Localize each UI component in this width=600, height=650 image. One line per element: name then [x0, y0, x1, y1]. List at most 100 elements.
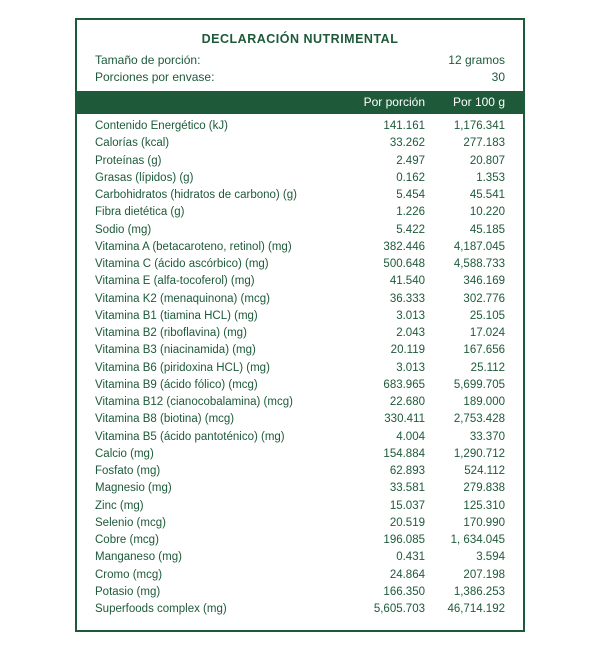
- table-row: Potasio (mg)166.3501,386.253: [95, 584, 505, 601]
- nutrient-label: Contenido Energético (kJ): [95, 118, 345, 135]
- table-row: Proteínas (g)2.49720.807: [95, 153, 505, 170]
- table-row: Vitamina B3 (niacinamida) (mg)20.119167.…: [95, 342, 505, 359]
- per-100g-value: 46,714.192: [425, 601, 505, 618]
- table-row: Contenido Energético (kJ)141.1611,176.34…: [95, 118, 505, 135]
- per-serving-value: 5.422: [345, 222, 425, 239]
- table-row: Selenio (mcg)20.519170.990: [95, 515, 505, 532]
- per-serving-value: 5,605.703: [345, 601, 425, 618]
- per-100g-value: 20.807: [425, 153, 505, 170]
- per-100g-value: 45.541: [425, 187, 505, 204]
- table-row: Calorías (kcal)33.262277.183: [95, 135, 505, 152]
- per-serving-value: 683.965: [345, 377, 425, 394]
- nutrient-label: Carbohidratos (hidratos de carbono) (g): [95, 187, 345, 204]
- nutrition-panel: DECLARACIÓN NUTRIMENTAL Tamaño de porció…: [75, 18, 525, 633]
- per-serving-value: 22.680: [345, 394, 425, 411]
- per-serving-value: 33.262: [345, 135, 425, 152]
- table-row: Cobre (mcg)196.0851, 634.045: [95, 532, 505, 549]
- per-serving-value: 141.161: [345, 118, 425, 135]
- table-row: Vitamina C (ácido ascórbico) (mg)500.648…: [95, 256, 505, 273]
- nutrient-label: Vitamina B9 (ácido fólico) (mcg): [95, 377, 345, 394]
- per-serving-value: 36.333: [345, 291, 425, 308]
- per-100g-value: 1, 634.045: [425, 532, 505, 549]
- per-serving-value: 330.411: [345, 411, 425, 428]
- nutrient-label: Selenio (mcg): [95, 515, 345, 532]
- per-100g-value: 25.105: [425, 308, 505, 325]
- per-100g-value: 207.198: [425, 567, 505, 584]
- nutrient-label: Sodio (mg): [95, 222, 345, 239]
- table-row: Vitamina B1 (tiamina HCL) (mg)3.01325.10…: [95, 308, 505, 325]
- nutrient-label: Vitamina E (alfa-tocoferol) (mg): [95, 273, 345, 290]
- table-row: Superfoods complex (mg)5,605.70346,714.1…: [95, 601, 505, 618]
- nutrient-label: Zinc (mg): [95, 498, 345, 515]
- per-serving-value: 24.864: [345, 567, 425, 584]
- per-serving-value: 20.519: [345, 515, 425, 532]
- per-serving-value: 0.162: [345, 170, 425, 187]
- table-row: Sodio (mg)5.42245.185: [95, 222, 505, 239]
- per-100g-value: 125.310: [425, 498, 505, 515]
- table-row: Vitamina B8 (biotina) (mcg)330.4112,753.…: [95, 411, 505, 428]
- per-100g-value: 1,386.253: [425, 584, 505, 601]
- nutrition-table: Contenido Energético (kJ)141.1611,176.34…: [95, 118, 505, 618]
- nutrient-label: Vitamina B5 (ácido pantoténico) (mg): [95, 429, 345, 446]
- serving-size-value: 12 gramos: [448, 52, 505, 69]
- nutrient-label: Manganeso (mg): [95, 549, 345, 566]
- column-header-bar: Por porción Por 100 g: [77, 91, 523, 114]
- table-row: Vitamina B6 (piridoxina HCL) (mg)3.01325…: [95, 360, 505, 377]
- per-100g-value: 277.183: [425, 135, 505, 152]
- table-row: Zinc (mg)15.037125.310: [95, 498, 505, 515]
- per-100g-value: 1,176.341: [425, 118, 505, 135]
- nutrient-label: Grasas (lípidos) (g): [95, 170, 345, 187]
- table-row: Vitamina B5 (ácido pantoténico) (mg)4.00…: [95, 429, 505, 446]
- table-row: Carbohidratos (hidratos de carbono) (g)5…: [95, 187, 505, 204]
- nutrient-label: Calorías (kcal): [95, 135, 345, 152]
- per-serving-value: 2.497: [345, 153, 425, 170]
- table-row: Vitamina A (betacaroteno, retinol) (mg)3…: [95, 239, 505, 256]
- per-100g-value: 4,187.045: [425, 239, 505, 256]
- header-spacer: [95, 94, 345, 111]
- per-serving-value: 5.454: [345, 187, 425, 204]
- table-row: Calcio (mg)154.8841,290.712: [95, 446, 505, 463]
- table-row: Vitamina E (alfa-tocoferol) (mg)41.54034…: [95, 273, 505, 290]
- per-serving-value: 62.893: [345, 463, 425, 480]
- panel-title: DECLARACIÓN NUTRIMENTAL: [95, 30, 505, 48]
- per-serving-value: 500.648: [345, 256, 425, 273]
- nutrient-label: Fosfato (mg): [95, 463, 345, 480]
- per-100g-value: 1.353: [425, 170, 505, 187]
- per-serving-value: 196.085: [345, 532, 425, 549]
- serving-size-label: Tamaño de porción:: [95, 52, 200, 69]
- nutrient-label: Cromo (mcg): [95, 567, 345, 584]
- per-serving-value: 154.884: [345, 446, 425, 463]
- nutrient-label: Potasio (mg): [95, 584, 345, 601]
- nutrient-label: Vitamina B8 (biotina) (mcg): [95, 411, 345, 428]
- per-100g-value: 45.185: [425, 222, 505, 239]
- nutrient-label: Cobre (mcg): [95, 532, 345, 549]
- table-row: Vitamina K2 (menaquinona) (mcg)36.333302…: [95, 291, 505, 308]
- servings-per-container-row: Porciones por envase: 30: [95, 69, 505, 86]
- nutrient-label: Vitamina B3 (niacinamida) (mg): [95, 342, 345, 359]
- nutrient-label: Vitamina B6 (piridoxina HCL) (mg): [95, 360, 345, 377]
- per-100g-value: 279.838: [425, 480, 505, 497]
- table-row: Fosfato (mg)62.893524.112: [95, 463, 505, 480]
- nutrient-label: Superfoods complex (mg): [95, 601, 345, 618]
- per-100g-value: 33.370: [425, 429, 505, 446]
- per-100g-value: 170.990: [425, 515, 505, 532]
- per-serving-value: 41.540: [345, 273, 425, 290]
- per-serving-value: 4.004: [345, 429, 425, 446]
- per-serving-value: 20.119: [345, 342, 425, 359]
- per-serving-value: 382.446: [345, 239, 425, 256]
- nutrient-label: Vitamina A (betacaroteno, retinol) (mg): [95, 239, 345, 256]
- table-row: Vitamina B2 (riboflavina) (mg)2.04317.02…: [95, 325, 505, 342]
- per-100g-value: 524.112: [425, 463, 505, 480]
- nutrient-label: Vitamina B2 (riboflavina) (mg): [95, 325, 345, 342]
- nutrient-label: Calcio (mg): [95, 446, 345, 463]
- per-100g-value: 5,699.705: [425, 377, 505, 394]
- header-per-100g: Por 100 g: [425, 94, 505, 111]
- per-serving-value: 0.431: [345, 549, 425, 566]
- nutrient-label: Magnesio (mg): [95, 480, 345, 497]
- servings-per-container-label: Porciones por envase:: [95, 69, 214, 86]
- per-100g-value: 167.656: [425, 342, 505, 359]
- table-row: Magnesio (mg)33.581279.838: [95, 480, 505, 497]
- table-row: Fibra dietética (g)1.22610.220: [95, 204, 505, 221]
- per-100g-value: 3.594: [425, 549, 505, 566]
- nutrient-label: Vitamina K2 (menaquinona) (mcg): [95, 291, 345, 308]
